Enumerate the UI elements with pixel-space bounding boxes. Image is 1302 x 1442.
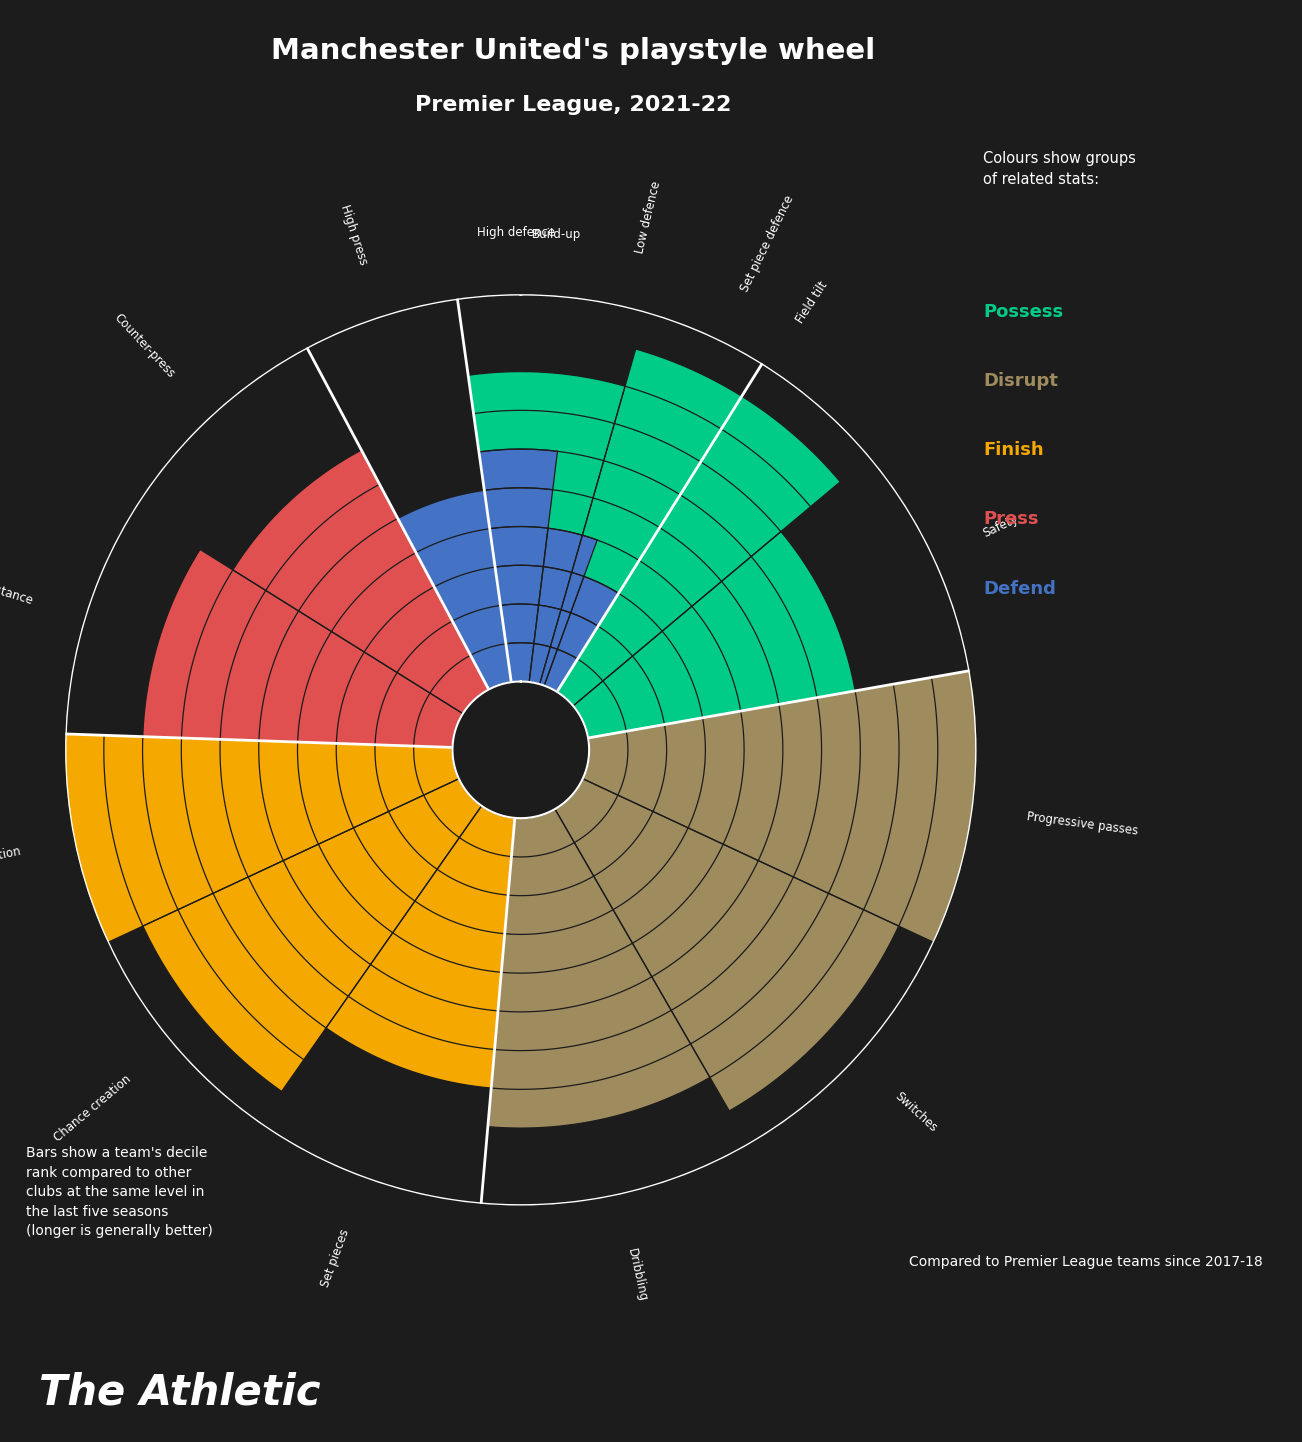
Bar <box>555 779 898 1110</box>
Text: Low defence: Low defence <box>634 180 664 255</box>
Bar <box>143 779 482 1092</box>
Text: Press: Press <box>983 510 1039 528</box>
Text: Premier League, 2021-22: Premier League, 2021-22 <box>415 95 730 115</box>
Bar <box>539 349 840 707</box>
Bar <box>65 734 458 943</box>
Text: High transition: High transition <box>0 845 22 875</box>
Bar <box>583 671 976 943</box>
Text: Defend: Defend <box>983 580 1056 597</box>
Text: Compared to Premier League teams since 2017-18: Compared to Premier League teams since 2… <box>909 1255 1263 1269</box>
Text: Switches: Switches <box>893 1090 940 1135</box>
Text: Set piece defence: Set piece defence <box>738 193 797 294</box>
Text: Finish: Finish <box>983 441 1044 459</box>
Text: Disrupt: Disrupt <box>983 372 1059 389</box>
Bar <box>469 372 625 684</box>
Bar <box>479 448 557 682</box>
Text: The Athletic: The Athletic <box>39 1371 320 1413</box>
Text: Progressive passes: Progressive passes <box>1026 810 1139 838</box>
Bar <box>573 532 855 738</box>
Text: Set pieces: Set pieces <box>319 1227 353 1289</box>
Text: High defence: High defence <box>478 226 556 239</box>
Bar <box>326 806 514 1089</box>
Bar <box>488 809 710 1128</box>
Bar <box>233 450 488 714</box>
Text: Counter-press: Counter-press <box>112 311 177 381</box>
Bar <box>143 549 462 747</box>
Text: Bars show a team's decile
rank compared to other
clubs at the same level in
the : Bars show a team's decile rank compared … <box>26 1146 214 1239</box>
Bar <box>544 577 618 692</box>
Bar <box>398 490 512 689</box>
Text: Manchester United's playstyle wheel: Manchester United's playstyle wheel <box>271 37 875 65</box>
Text: Colours show groups
of related stats:: Colours show groups of related stats: <box>983 151 1135 187</box>
Polygon shape <box>453 682 589 818</box>
Text: Start distance: Start distance <box>0 570 35 607</box>
Text: Safety: Safety <box>980 512 1021 541</box>
Text: Dribbling: Dribbling <box>625 1247 650 1302</box>
Text: Field tilt: Field tilt <box>793 278 829 326</box>
Bar <box>529 528 598 685</box>
Text: Possess: Possess <box>983 303 1064 320</box>
Text: Build-up: Build-up <box>531 228 581 241</box>
Text: Chance creation: Chance creation <box>52 1073 134 1145</box>
Text: High press: High press <box>337 203 370 267</box>
